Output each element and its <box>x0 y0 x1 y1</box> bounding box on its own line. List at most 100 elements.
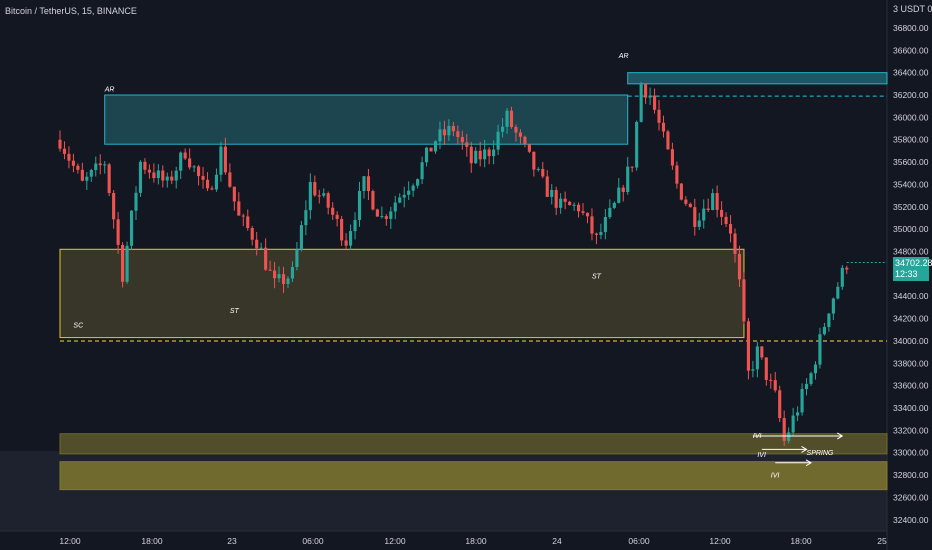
candle-body <box>259 247 263 249</box>
candle-body <box>666 131 670 150</box>
candle-body <box>94 163 98 171</box>
x-tick-label: 18:00 <box>465 536 487 546</box>
y-tick-label: 32400.00 <box>893 515 929 525</box>
candle-body <box>474 150 478 164</box>
candle-body <box>129 210 134 246</box>
candle-body <box>214 174 219 190</box>
candle-body <box>518 132 523 137</box>
candle-body <box>630 166 634 168</box>
candle-body <box>496 131 500 150</box>
x-tick-label: 12:00 <box>59 536 81 546</box>
x-tick-label: 18:00 <box>790 536 812 546</box>
candle-body <box>201 176 205 180</box>
accumulation-range <box>59 248 745 339</box>
candle-body <box>688 203 692 208</box>
candle-body <box>281 274 286 284</box>
candle-body <box>706 208 710 210</box>
candle-body <box>237 201 241 216</box>
candle-body <box>509 110 514 127</box>
candle-body <box>295 249 299 267</box>
candle-body <box>469 146 473 164</box>
candle-body <box>684 199 688 204</box>
candle-body <box>492 149 496 157</box>
candle-body <box>134 192 138 211</box>
candle-body <box>384 216 388 219</box>
candle-body <box>411 185 415 191</box>
candle-body <box>219 146 223 175</box>
candle-body <box>764 357 768 380</box>
y-tick-label: 33200.00 <box>893 425 929 435</box>
candle-body <box>603 217 607 232</box>
candle-body <box>317 195 321 197</box>
candle-body <box>733 233 737 254</box>
candle-body <box>241 215 245 217</box>
y-tick-label: 33800.00 <box>893 358 929 368</box>
candle-body <box>273 270 277 279</box>
candle-body <box>769 379 773 381</box>
candle-body <box>460 137 464 143</box>
candle-body <box>156 170 160 179</box>
candle-body <box>429 147 433 152</box>
y-tick-label: 36600.00 <box>893 45 929 55</box>
candle-body <box>188 158 192 168</box>
annotation-st: ST <box>230 308 240 315</box>
chart-title: Bitcoin / TetherUS, 15, BINANCE <box>5 6 137 16</box>
candle-body <box>724 216 728 225</box>
candle-body <box>76 165 80 170</box>
candle-body <box>125 245 129 282</box>
candle-body <box>138 161 143 193</box>
candle-body <box>581 211 585 213</box>
candle-body <box>331 207 335 215</box>
candle-body <box>742 279 746 322</box>
candle-body <box>183 152 187 159</box>
candle-body <box>787 432 791 441</box>
candle-body <box>617 187 621 203</box>
y-tick-label: 36000.00 <box>893 112 929 122</box>
candle-body <box>98 163 102 166</box>
candle-body <box>389 211 393 219</box>
y-tick-label: 35000.00 <box>893 224 929 234</box>
candle-body <box>67 153 71 161</box>
x-tick-label: 12:00 <box>709 536 731 546</box>
candle-body <box>223 146 227 173</box>
upper-resistance-zone <box>627 72 888 85</box>
candle-body <box>639 84 643 122</box>
candle-body <box>179 152 183 171</box>
candle-body <box>845 267 849 270</box>
y-tick-label: 36800.00 <box>893 23 929 33</box>
candle-body <box>371 191 375 210</box>
candle-body <box>116 219 120 245</box>
ivi-arrow-3-head <box>805 459 812 467</box>
candle-body <box>675 165 679 184</box>
candle-body <box>550 190 554 197</box>
candle-body <box>362 176 366 191</box>
y-tick-label: 36400.00 <box>893 68 929 78</box>
candle-body <box>465 142 469 147</box>
candle-body <box>487 149 491 157</box>
candle-body <box>58 139 62 149</box>
candle-body <box>398 197 402 203</box>
candle-body <box>514 126 518 133</box>
candle-body <box>170 176 174 181</box>
price-axis-header[interactable]: 3 USDT 0 <box>893 4 932 14</box>
candle-body <box>657 109 661 123</box>
candle-body <box>349 231 353 246</box>
y-tick-label: 34000.00 <box>893 336 929 346</box>
candle-body <box>720 209 724 217</box>
demand-zone-upper <box>59 433 888 455</box>
candle-body <box>424 147 429 163</box>
candle-body <box>143 161 147 170</box>
candle-body <box>420 162 424 180</box>
candle-body <box>773 380 777 391</box>
candle-body <box>313 182 317 196</box>
annotation-ivi: IVI <box>753 433 762 440</box>
annotation-ivi: IVI <box>771 472 780 479</box>
y-tick-label: 36200.00 <box>893 90 929 100</box>
y-tick-label: 35800.00 <box>893 135 929 145</box>
x-tick-label: 23 <box>227 536 237 546</box>
candle-body <box>559 198 563 208</box>
y-tick-label: 33400.00 <box>893 403 929 413</box>
candle-body <box>121 244 125 282</box>
annotation-sc: SC <box>73 323 84 330</box>
